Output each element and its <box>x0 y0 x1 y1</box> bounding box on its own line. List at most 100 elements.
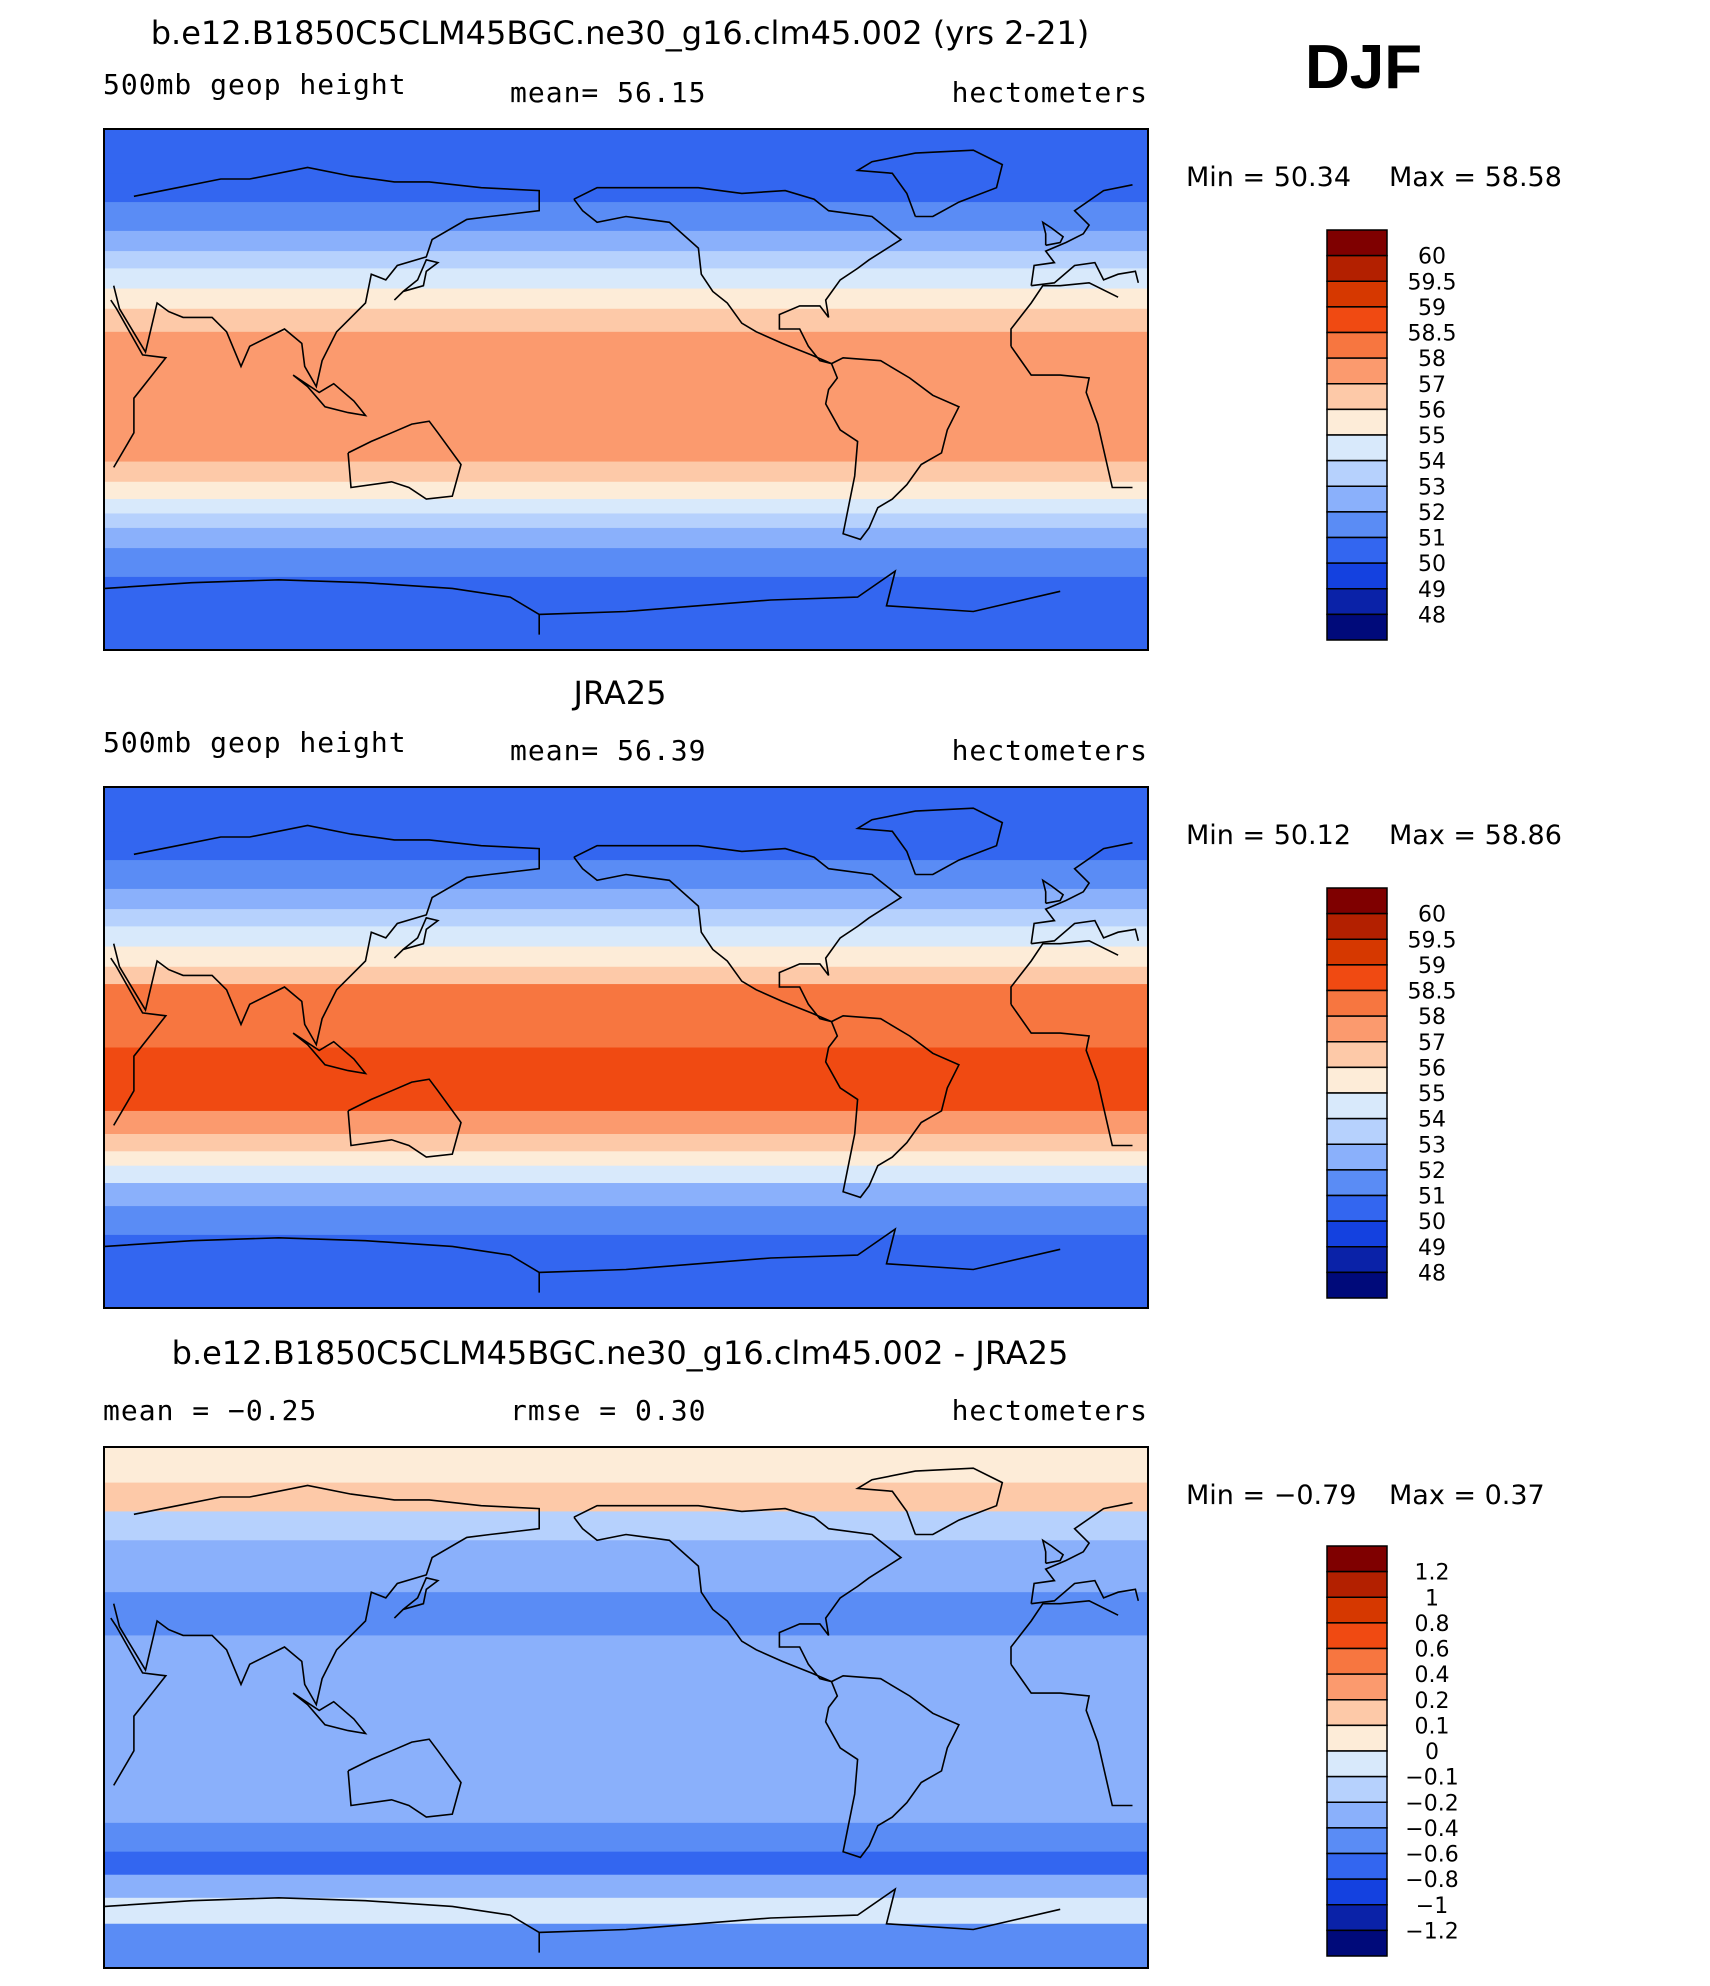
coastline-2 <box>347 1738 462 1818</box>
colorbar-0-tick-label-12: 50 <box>1418 552 1446 577</box>
panel-1-right-label: hectometers <box>951 76 1148 109</box>
panel-1-center-label: mean= 56.15 <box>510 76 707 109</box>
contour-band-11 <box>105 1110 1147 1135</box>
contour-band-3 <box>105 1540 1147 1593</box>
contour-band-3 <box>105 230 1147 252</box>
contour-band-5 <box>105 1635 1147 1708</box>
colorbar-2-box-2 <box>1326 1596 1388 1624</box>
panel-3-title: b.e12.B1850C5CLM45BGC.ne30_g16.clm45.002… <box>171 1334 1069 1372</box>
colorbar-2-tick-label-8: −0.1 <box>1405 1766 1458 1791</box>
colorbar-2-tick-label-1: 1 <box>1425 1586 1439 1611</box>
colorbar-2-tick-label-7: 0 <box>1425 1740 1439 1765</box>
contour-band-5 <box>105 926 1147 948</box>
colorbar-0-box-14 <box>1326 588 1388 616</box>
colorbar-2-tick-label-2: 0.8 <box>1415 1612 1450 1637</box>
panel-1-map <box>103 128 1149 651</box>
contour-band-10 <box>105 432 1147 463</box>
colorbar-0-box-5 <box>1326 357 1388 385</box>
colorbar-2-box-10 <box>1326 1801 1388 1829</box>
colorbar-2-box-9 <box>1326 1775 1388 1803</box>
colorbar-1-box-6 <box>1326 1041 1388 1069</box>
colorbar-2-tick-label-3: 0.6 <box>1415 1638 1450 1663</box>
colorbar-2-box-15 <box>1326 1929 1388 1957</box>
coastline-0 <box>110 1599 1133 1807</box>
colorbar-1-tick-label-11: 51 <box>1418 1185 1446 1210</box>
colorbar-1-tick-label-4: 58 <box>1418 1005 1446 1030</box>
colorbar-0-box-9 <box>1326 459 1388 487</box>
contour-band-6 <box>105 946 1147 968</box>
colorbar-1-box-0 <box>1326 887 1388 915</box>
colorbar-2-box-5 <box>1326 1673 1388 1701</box>
colorbar-1-tick-label-6: 56 <box>1418 1056 1446 1081</box>
contour-band-16 <box>105 1206 1147 1236</box>
panel-1-colorbar: 60 59.5 59 58.5 58 57 56 55 54 53 52 51 50 49 48 <box>1326 229 1456 641</box>
coastline-1 <box>112 824 1140 1047</box>
contour-band-2 <box>105 1511 1147 1541</box>
contour-band-9 <box>105 1047 1147 1092</box>
colorbar-0-box-7 <box>1326 408 1388 436</box>
colorbar-1-tick-label-13: 49 <box>1418 1236 1446 1261</box>
colorbar-1-tick-label-9: 53 <box>1418 1133 1446 1158</box>
colorbar-2-box-11 <box>1326 1827 1388 1855</box>
colorbar-0-tick-label-11: 51 <box>1418 527 1446 552</box>
contour-band-13 <box>105 499 1147 514</box>
contour-band-15 <box>105 1183 1147 1207</box>
colorbar-0-tick-label-0: 60 <box>1418 245 1446 270</box>
contour-band-1 <box>105 1482 1147 1512</box>
coastline-4 <box>824 1014 960 1199</box>
colorbar-1-tick-label-5: 57 <box>1418 1031 1446 1056</box>
colorbar-2-tick-label-9: −0.2 <box>1405 1791 1458 1816</box>
colorbar-2-tick-label-6: 0.1 <box>1415 1714 1450 1739</box>
colorbar-1-box-15 <box>1326 1271 1388 1299</box>
colorbar-1-tick-label-10: 52 <box>1418 1159 1446 1184</box>
contour-band-10 <box>105 1874 1147 1899</box>
contour-band-8 <box>105 331 1147 390</box>
contour-band-4 <box>105 909 1147 927</box>
coastline-7 <box>393 1576 440 1619</box>
colorbar-1-tick-label-3: 58.5 <box>1408 980 1457 1005</box>
coastline-2 <box>347 1078 462 1158</box>
colorbar-0-tick-label-7: 55 <box>1418 424 1446 449</box>
coastline-7 <box>393 258 440 301</box>
colorbar-0-box-11 <box>1326 511 1388 539</box>
coastline-5 <box>855 149 1004 218</box>
contour-band-4 <box>105 251 1147 269</box>
coastline-6 <box>105 1227 1061 1293</box>
contour-band-13 <box>105 1151 1147 1167</box>
contour-band-9 <box>105 1851 1147 1876</box>
colorbar-1-box-5 <box>1326 1015 1388 1043</box>
colorbar-1-tick-label-2: 59 <box>1418 954 1446 979</box>
colorbar-1-box-9 <box>1326 1117 1388 1145</box>
colorbar-2-box-8 <box>1326 1750 1388 1778</box>
coastline-1 <box>112 166 1140 389</box>
colorbar-1-box-10 <box>1326 1143 1388 1171</box>
colorbar-1-box-12 <box>1326 1194 1388 1222</box>
panel-1-min-label: Min = 50.34 <box>1186 162 1351 193</box>
colorbar-1-tick-label-12: 50 <box>1418 1210 1446 1235</box>
contour-band-7 <box>105 1779 1147 1824</box>
colorbar-1-tick-label-7: 55 <box>1418 1082 1446 1107</box>
colorbar-0-box-6 <box>1326 383 1388 411</box>
colorbar-0-box-15 <box>1326 613 1388 641</box>
colorbar-0-tick-label-6: 56 <box>1418 398 1446 423</box>
panel-2-map <box>103 786 1149 1309</box>
coastline-6 <box>105 569 1061 635</box>
panel-2-center-label: mean= 56.39 <box>510 734 707 767</box>
contour-band-11 <box>105 1897 1147 1925</box>
colorbar-0-box-0 <box>1326 229 1388 257</box>
colorbar-2-tick-label-5: 0.2 <box>1415 1689 1450 1714</box>
colorbar-2-tick-label-12: −0.8 <box>1405 1868 1458 1893</box>
contour-band-15 <box>105 527 1147 549</box>
colorbar-0-tick-label-3: 58.5 <box>1408 322 1457 347</box>
colorbar-1-tick-label-14: 48 <box>1418 1261 1446 1286</box>
colorbar-2-box-4 <box>1326 1647 1388 1675</box>
panel-2-map-svg <box>105 788 1147 1307</box>
colorbar-0-tick-label-5: 57 <box>1418 373 1446 398</box>
panel-3-right-label: hectometers <box>951 1394 1148 1427</box>
coastline-8 <box>292 374 368 417</box>
coastline-7 <box>393 916 440 959</box>
coastline-3 <box>573 1504 903 1683</box>
coastline-4 <box>824 1674 960 1859</box>
coastline-8 <box>292 1032 368 1075</box>
panel-1-title: b.e12.B1850C5CLM45BGC.ne30_g16.clm45.002… <box>150 14 1090 52</box>
